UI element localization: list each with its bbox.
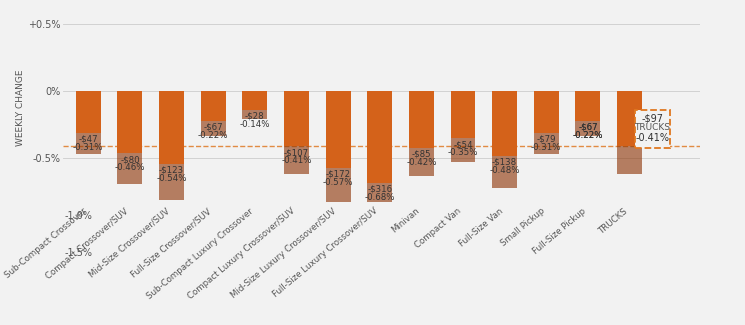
Bar — [76, 91, 101, 133]
Text: -0.35%: -0.35% — [448, 148, 478, 157]
Bar — [575, 121, 600, 136]
Bar — [118, 153, 142, 184]
Text: -0.57%: -0.57% — [323, 178, 353, 187]
Text: -0.46%: -0.46% — [115, 163, 145, 172]
Text: Mid-Size Luxury Crossover/SUV: Mid-Size Luxury Crossover/SUV — [229, 206, 338, 300]
Bar — [159, 91, 184, 164]
Text: Full-Size Van: Full-Size Van — [457, 206, 504, 248]
Text: -0.41%: -0.41% — [635, 133, 670, 143]
Text: TRUCKS: TRUCKS — [597, 206, 630, 236]
Text: -0.48%: -0.48% — [489, 166, 520, 175]
Text: -$172: -$172 — [326, 170, 351, 179]
Text: -$123: -$123 — [159, 166, 184, 175]
Bar — [200, 91, 226, 121]
Bar — [533, 91, 559, 133]
Bar — [284, 91, 309, 146]
Text: -0.42%: -0.42% — [406, 158, 437, 167]
Bar — [533, 133, 559, 154]
Text: Full-Size Pickup: Full-Size Pickup — [531, 206, 588, 256]
Text: -0.14%: -0.14% — [240, 120, 270, 129]
Text: -$316: -$316 — [367, 185, 393, 194]
Text: Minivan: Minivan — [390, 206, 422, 235]
Bar — [451, 91, 475, 138]
Text: -0.22%: -0.22% — [573, 131, 603, 140]
Text: -$97: -$97 — [641, 113, 664, 123]
Bar — [118, 91, 142, 153]
Text: -$54: -$54 — [453, 140, 473, 149]
FancyBboxPatch shape — [635, 110, 670, 148]
Bar — [326, 168, 351, 206]
Bar — [575, 91, 600, 121]
Text: -0.22%: -0.22% — [198, 131, 229, 140]
Text: -$67: -$67 — [578, 123, 597, 132]
Bar — [409, 91, 434, 148]
Text: -0.68%: -0.68% — [364, 193, 395, 202]
Text: Sub-Compact Crossover: Sub-Compact Crossover — [3, 206, 89, 280]
Text: -0.22%: -0.22% — [573, 131, 603, 140]
Text: Full-Size Crossover/SUV: Full-Size Crossover/SUV — [130, 206, 213, 279]
Text: Compact Luxury Crossover/SUV: Compact Luxury Crossover/SUV — [186, 206, 297, 301]
Text: Compact Crossover/SUV: Compact Crossover/SUV — [44, 206, 130, 280]
Text: -1.0%: -1.0% — [64, 211, 92, 221]
Bar — [367, 183, 392, 228]
Bar — [284, 146, 309, 174]
Bar — [200, 121, 226, 136]
Text: -$79: -$79 — [536, 135, 556, 144]
Text: -0.31%: -0.31% — [73, 143, 104, 152]
Text: -1.5%: -1.5% — [64, 248, 92, 258]
Bar — [159, 164, 184, 200]
Bar — [326, 91, 351, 168]
Bar — [242, 110, 267, 119]
Text: Compact Van: Compact Van — [413, 206, 463, 250]
Y-axis label: WEEKLY CHANGE: WEEKLY CHANGE — [16, 69, 25, 146]
Bar — [617, 91, 642, 146]
Text: -$28: -$28 — [245, 112, 264, 121]
Bar — [367, 91, 392, 183]
Text: Full-Size Luxury Crossover/SUV: Full-Size Luxury Crossover/SUV — [271, 206, 380, 299]
Text: -0.41%: -0.41% — [281, 156, 311, 165]
Text: -$67: -$67 — [578, 123, 597, 132]
Bar — [242, 91, 267, 110]
Text: TRUCKS: TRUCKS — [635, 123, 670, 132]
Text: -$80: -$80 — [120, 155, 140, 164]
Bar — [492, 156, 517, 188]
Text: -$107: -$107 — [284, 148, 309, 157]
Text: -$47: -$47 — [78, 135, 98, 144]
Bar — [451, 138, 475, 162]
Text: Mid-Size Crossover/SUV: Mid-Size Crossover/SUV — [87, 206, 171, 279]
Text: -$85: -$85 — [411, 150, 431, 159]
Bar — [76, 133, 101, 154]
Text: -0.31%: -0.31% — [531, 143, 562, 152]
Bar — [492, 91, 517, 156]
Text: -$138: -$138 — [492, 158, 517, 167]
Text: Small Pickup: Small Pickup — [499, 206, 546, 248]
Text: -$67: -$67 — [203, 123, 223, 132]
Text: -0.54%: -0.54% — [156, 174, 187, 183]
Bar — [617, 146, 642, 174]
Bar — [409, 148, 434, 176]
Text: Sub-Compact Luxury Crossover: Sub-Compact Luxury Crossover — [145, 206, 255, 301]
